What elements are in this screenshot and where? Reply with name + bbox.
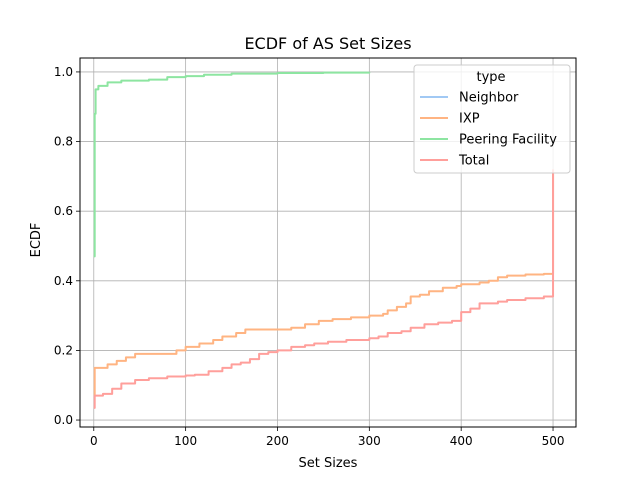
legend: type Neighbor IXP Peering Facility Total [413,64,571,174]
x-tick-label: 500 [542,434,565,448]
x-tick-label: 100 [174,434,197,448]
x-tick-label: 0 [90,434,98,448]
y-tick-label: 0.6 [54,204,73,218]
y-axis-label: ECDF [29,223,44,258]
legend-item-total: Total [420,154,489,169]
legend-item-peering-facility: Peering Facility [420,133,557,148]
legend-item-ixp: IXP [420,112,480,127]
y-tick-label: 1.0 [54,65,73,79]
chart-title: ECDF of AS Set Sizes [244,34,411,53]
x-tick-label: 300 [358,434,381,448]
legend-label: Total [458,154,489,169]
x-axis-label: Set Sizes [299,456,358,471]
ticks-layer: 0 100 200 300 400 500 0.0 0.2 0.4 0.6 0.8 1.0 [54,65,565,448]
y-tick-label: 0.4 [54,274,73,288]
series-line-ixp [93,169,555,397]
series-line-peering-facility [93,71,371,258]
legend-label: IXP [459,112,480,127]
y-tick-label: 0.8 [54,135,73,149]
legend-box [413,64,571,174]
legend-label: Neighbor [459,91,519,106]
legend-item-neighbor: Neighbor [420,91,519,106]
y-tick-label: 0.0 [54,413,73,427]
legend-label: Peering Facility [459,133,557,148]
legend-entries: Neighbor IXP Peering Facility Total [420,91,557,169]
x-tick-label: 400 [450,434,473,448]
legend-title: type [476,70,505,85]
plot-frame [79,57,577,428]
series-line-total [93,169,555,409]
series-layer [93,71,555,409]
x-tick-label: 200 [266,434,289,448]
y-tick-label: 0.2 [54,343,73,357]
